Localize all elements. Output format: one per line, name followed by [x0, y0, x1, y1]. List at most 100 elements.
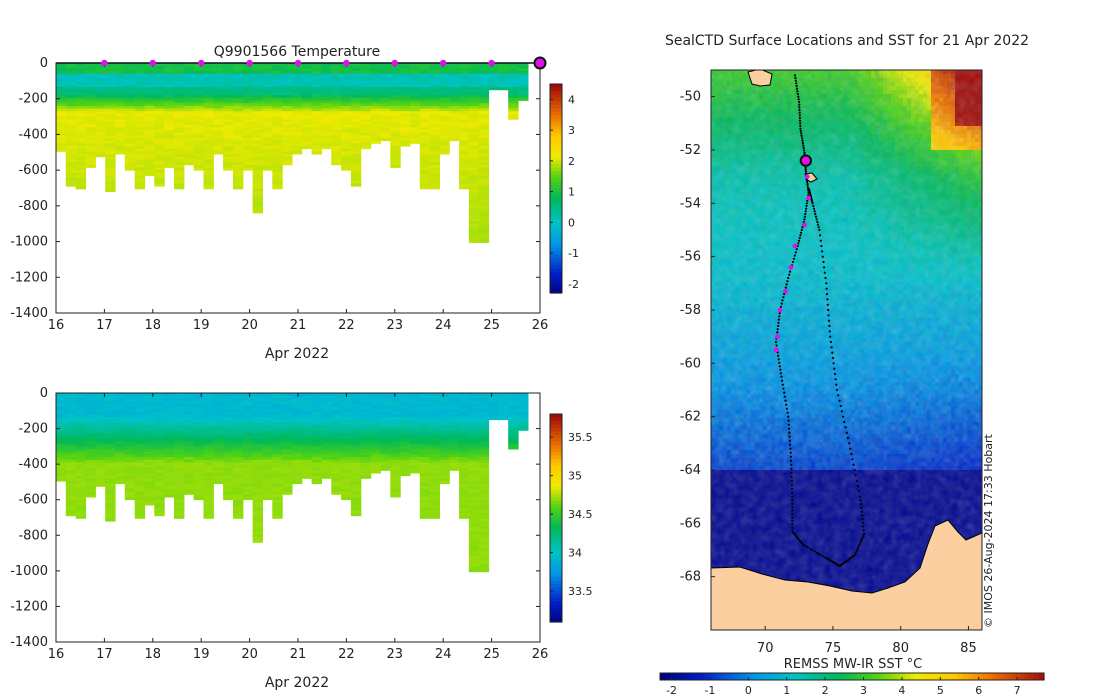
profile-cell	[429, 510, 440, 514]
profile-cell	[183, 138, 195, 142]
profile-cell	[341, 159, 352, 163]
profile-cell	[203, 130, 214, 134]
profile-cell	[134, 159, 146, 163]
profile-cell	[291, 71, 303, 75]
profile-cell	[174, 148, 185, 152]
profile-cell	[262, 71, 273, 75]
profile-cell	[105, 483, 116, 487]
profile-cell	[350, 443, 362, 447]
profile-cell	[291, 100, 303, 104]
profile-cell	[459, 140, 470, 144]
profile-cell	[459, 89, 470, 93]
profile-cell	[488, 76, 499, 80]
profile-cell	[233, 113, 244, 117]
profile-cell	[478, 151, 490, 155]
profile-cell	[478, 215, 490, 219]
profile-cell	[282, 71, 293, 75]
profile-cell	[115, 441, 126, 445]
profile-cell	[252, 65, 263, 69]
profile-cell	[518, 87, 529, 91]
profile-cell	[124, 443, 136, 447]
profile-cell	[75, 486, 87, 490]
profile-cell	[419, 398, 431, 402]
profile-cell	[331, 124, 342, 128]
profile-cell	[233, 419, 244, 423]
profile-cell	[468, 156, 480, 160]
profile-cell	[134, 180, 146, 184]
profile-cell	[439, 148, 450, 152]
profile-cell	[262, 481, 273, 485]
profile-cell	[449, 119, 460, 123]
profile-cell	[183, 65, 195, 69]
profile-cell	[478, 438, 490, 442]
profile-cell	[291, 457, 303, 461]
profile-cell	[203, 435, 214, 439]
profile-cell	[105, 162, 116, 166]
profile-cell	[193, 79, 204, 83]
profile-cell	[95, 467, 106, 471]
profile-cell	[419, 162, 431, 166]
profile-cell	[262, 140, 273, 144]
profile-cell	[134, 403, 146, 407]
profile-cell	[468, 130, 480, 134]
profile-cell	[262, 103, 273, 107]
profile-cell	[223, 459, 234, 463]
profile-cell	[115, 81, 126, 85]
profile-cell	[341, 154, 352, 158]
profile-cell	[508, 441, 519, 445]
profile-cell	[213, 473, 224, 477]
profile-cell	[203, 127, 214, 131]
colorbar-segment	[550, 164, 562, 169]
colorbar-segment	[550, 531, 562, 536]
profile-cell	[75, 84, 87, 88]
profile-cell	[341, 124, 352, 128]
profile-cell	[193, 111, 204, 115]
profile-cell	[85, 462, 96, 466]
profile-cell	[478, 124, 490, 128]
profile-cell	[193, 433, 204, 437]
profile-cell	[75, 481, 87, 485]
profile-cell	[301, 417, 313, 421]
profile-cell	[193, 451, 204, 455]
profile-cell	[85, 146, 96, 150]
profile-cell	[233, 89, 244, 93]
profile-cell	[124, 417, 136, 421]
profile-cell	[213, 140, 224, 144]
profile-cell	[419, 146, 431, 150]
profile-cell	[498, 403, 509, 407]
profile-cell	[518, 427, 529, 431]
profile-cell	[350, 111, 362, 115]
profile-cell	[115, 79, 126, 83]
profile-cell	[429, 505, 440, 509]
profile-cell	[105, 151, 116, 155]
profile-cell	[65, 459, 77, 463]
profile-cell	[272, 411, 283, 415]
profile-cell	[449, 393, 460, 397]
profile-cell	[272, 164, 283, 168]
profile-cell	[468, 175, 480, 179]
profile-cell	[390, 130, 401, 134]
profile-cell	[242, 65, 254, 69]
profile-cell	[350, 457, 362, 461]
y-tick-label: -600	[18, 493, 48, 508]
profile-cell	[449, 73, 460, 77]
profile-cell	[321, 409, 332, 413]
profile-cell	[252, 526, 263, 530]
profile-cell	[213, 132, 224, 136]
profile-cell	[321, 395, 332, 399]
profile-cell	[233, 103, 244, 107]
profile-cell	[242, 132, 254, 136]
profile-cell	[174, 154, 185, 158]
profile-cell	[154, 483, 165, 487]
map-title: SealCTD Surface Locations and SST for 21…	[665, 33, 1029, 49]
profile-cell	[478, 406, 490, 410]
colorbar-segment	[550, 518, 562, 523]
colorbar-segment	[550, 538, 562, 543]
profile-cell	[105, 497, 116, 501]
profile-cell	[409, 65, 421, 69]
profile-cell	[164, 154, 175, 158]
profile-cell	[193, 398, 204, 402]
profile-cell	[350, 470, 362, 474]
profile-cell	[439, 68, 450, 72]
profile-cell	[75, 127, 87, 131]
